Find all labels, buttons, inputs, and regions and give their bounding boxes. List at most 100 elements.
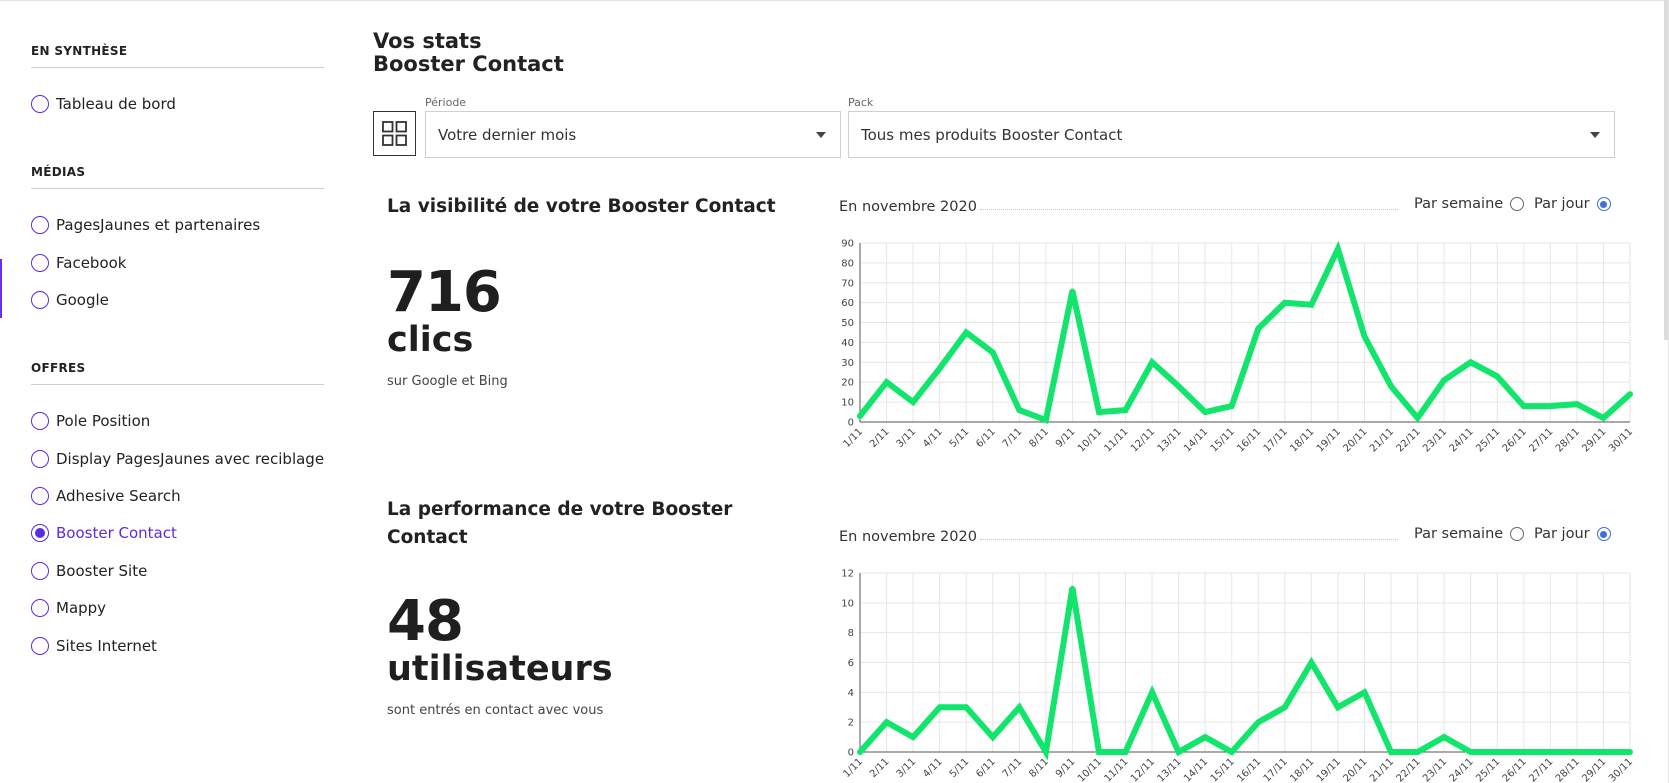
sidebar-section-synthese: EN SYNTHÈSE xyxy=(31,44,324,68)
sidebar-item-sites-internet[interactable]: Sites Internet xyxy=(31,635,157,657)
visibility-title: La visibilité de votre Booster Contact xyxy=(387,196,776,217)
x-tick-label: 17/11 xyxy=(1262,426,1290,454)
x-tick-label: 1/11 xyxy=(841,426,865,450)
x-tick-label: 24/11 xyxy=(1448,426,1476,454)
x-tick-label: 1/11 xyxy=(841,756,865,780)
radio-icon xyxy=(31,254,49,272)
radio-icon xyxy=(31,450,49,468)
period-select[interactable]: Votre dernier mois xyxy=(425,111,841,158)
sidebar-item-google[interactable]: Google xyxy=(31,289,109,311)
data-point xyxy=(1070,288,1075,293)
data-point xyxy=(964,330,969,335)
x-tick-label: 5/11 xyxy=(948,756,972,780)
data-point xyxy=(1441,378,1447,383)
x-tick-label: 26/11 xyxy=(1501,756,1529,783)
data-point xyxy=(1441,734,1447,740)
radio-selected-icon xyxy=(1596,197,1611,211)
data-point xyxy=(1388,384,1394,389)
data-point xyxy=(1388,749,1394,755)
sidebar-item-label: Sites Internet xyxy=(56,637,157,655)
sidebar-item-booster-site[interactable]: Booster Site xyxy=(31,560,147,582)
visibility-toggle-day[interactable]: Par jour xyxy=(1534,196,1611,212)
sidebar-item-display-pagesjaunes[interactable]: Display PagesJaunes avec reciblage xyxy=(31,448,324,470)
sidebar-section-offres: OFFRES xyxy=(31,361,324,385)
x-tick-label: 10/11 xyxy=(1076,426,1104,454)
sidebar: EN SYNTHÈSE Tableau de bord MÉDIAS Pages… xyxy=(0,0,330,783)
data-point xyxy=(1202,409,1208,415)
x-tick-label: 15/11 xyxy=(1209,426,1237,454)
radio-icon xyxy=(31,599,49,617)
sidebar-item-tableau-de-bord[interactable]: Tableau de bord xyxy=(31,93,176,115)
x-tick-label: 24/11 xyxy=(1448,756,1476,783)
x-tick-label: 3/11 xyxy=(895,426,919,450)
data-point xyxy=(857,749,863,755)
data-point xyxy=(1096,749,1102,755)
x-tick-label: 7/11 xyxy=(1001,426,1025,450)
sidebar-item-label: Facebook xyxy=(56,254,127,272)
data-point xyxy=(1123,749,1128,755)
data-point xyxy=(1229,749,1234,755)
sidebar-item-booster-contact[interactable]: Booster Contact xyxy=(31,522,177,544)
x-tick-label: 14/11 xyxy=(1182,756,1210,783)
visibility-unit: clics xyxy=(387,320,474,360)
data-point xyxy=(1415,749,1420,755)
toggle-label: Par jour xyxy=(1534,526,1590,542)
sidebar-item-label: Adhesive Search xyxy=(56,487,181,505)
sidebar-item-pagesjaunes[interactable]: PagesJaunes et partenaires xyxy=(31,214,260,236)
performance-title-line2: Contact xyxy=(387,527,468,548)
section-title: MÉDIAS xyxy=(31,165,324,189)
data-point xyxy=(1256,326,1261,331)
x-tick-label: 21/11 xyxy=(1368,426,1396,454)
x-tick-label: 2/11 xyxy=(868,426,892,450)
x-tick-label: 25/11 xyxy=(1474,426,1502,454)
x-tick-label: 9/11 xyxy=(1054,426,1078,450)
toggle-label: Par jour xyxy=(1534,196,1590,212)
data-point xyxy=(910,399,916,405)
pack-select[interactable]: Tous mes produits Booster Contact xyxy=(848,111,1615,158)
x-tick-label: 6/11 xyxy=(974,426,998,450)
grid-view-button[interactable] xyxy=(373,111,416,156)
performance-toggle-week[interactable]: Par semaine xyxy=(1414,526,1525,542)
visibility-toggle-week[interactable]: Par semaine xyxy=(1414,196,1525,212)
performance-title-line1: La performance de votre Booster xyxy=(387,499,733,520)
radio-selected-icon xyxy=(31,524,49,542)
x-tick-label: 4/11 xyxy=(921,426,945,450)
data-point xyxy=(1521,749,1526,755)
grid-icon xyxy=(382,121,407,146)
y-tick-label: 4 xyxy=(848,688,854,699)
radio-icon xyxy=(31,637,49,655)
sidebar-item-label: Mappy xyxy=(56,599,107,617)
sidebar-item-mappy[interactable]: Mappy xyxy=(31,597,106,619)
sidebar-item-adhesive-search[interactable]: Adhesive Search xyxy=(31,485,181,507)
data-point xyxy=(1548,749,1553,755)
top-border xyxy=(0,0,1669,1)
x-tick-label: 22/11 xyxy=(1395,426,1423,454)
x-tick-label: 12/11 xyxy=(1129,756,1157,783)
visibility-period: En novembre 2020 xyxy=(839,199,977,215)
x-tick-label: 23/11 xyxy=(1421,426,1449,454)
sidebar-item-label: Google xyxy=(56,291,109,309)
y-tick-label: 10 xyxy=(841,398,854,409)
data-point xyxy=(1601,749,1606,755)
sidebar-item-facebook[interactable]: Facebook xyxy=(31,252,126,274)
x-tick-label: 11/11 xyxy=(1102,426,1130,454)
dotted-divider xyxy=(980,209,1398,210)
data-point xyxy=(1202,734,1208,740)
scrollbar-thumb[interactable] xyxy=(1664,0,1668,340)
page-title-line2: Booster Contact xyxy=(373,52,564,76)
period-field-label: Période xyxy=(425,96,467,109)
data-point xyxy=(1468,360,1473,365)
x-tick-label: 14/11 xyxy=(1182,426,1210,454)
x-tick-label: 20/11 xyxy=(1341,756,1369,783)
data-point xyxy=(1149,360,1155,365)
data-point xyxy=(1043,749,1049,755)
y-tick-label: 80 xyxy=(841,258,854,269)
x-tick-label: 16/11 xyxy=(1235,426,1263,454)
x-tick-label: 5/11 xyxy=(948,426,972,450)
sidebar-item-pole-position[interactable]: Pole Position xyxy=(31,410,150,432)
performance-toggle-day[interactable]: Par jour xyxy=(1534,526,1611,542)
caret-down-icon xyxy=(1590,132,1600,138)
data-point xyxy=(910,734,916,740)
x-tick-label: 10/11 xyxy=(1076,756,1104,783)
x-tick-label: 4/11 xyxy=(921,756,945,780)
